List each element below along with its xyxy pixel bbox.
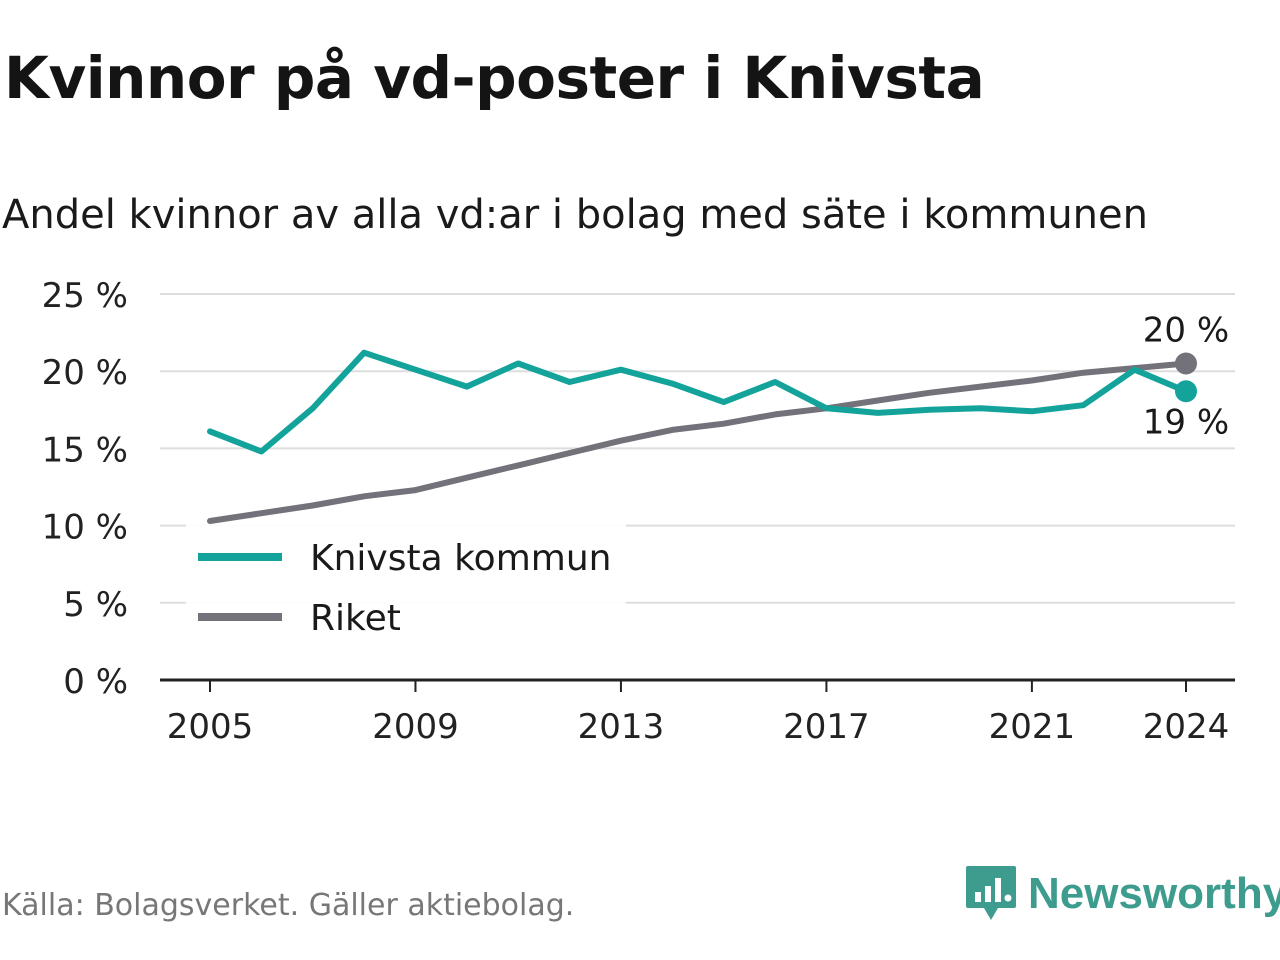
legend-label: Riket [310,598,401,639]
brand-name: Newsworthy [1028,869,1280,918]
legend-background [186,524,626,652]
source-note: Källa: Bolagsverket. Gäller aktiebolag. [2,888,575,923]
x-tick-label: 2005 [167,707,254,747]
legend-label: Knivsta kommun [310,538,611,579]
x-tick-label: 2009 [372,707,459,747]
x-tick-label: 2013 [578,707,665,747]
x-tick-label: 2017 [783,707,870,747]
newsworthy-logo-icon [966,866,1016,920]
y-tick-label: 20 % [42,353,128,393]
y-tick-label: 10 % [42,508,128,548]
end-value-label: 19 % [1143,402,1229,442]
end-marker [1175,380,1197,403]
chart-title: Kvinnor på vd-poster i Knivsta [4,44,985,112]
end-marker [1175,352,1197,375]
series-line-knivsta [207,349,1189,455]
brand-logo: Newsworthy [964,864,1280,924]
x-tick-label: 2021 [989,707,1076,747]
y-tick-label: 5 % [63,585,128,625]
end-value-label: 20 % [1143,310,1229,350]
x-tick-label: 2024 [1143,707,1230,747]
y-tick-label: 25 % [42,276,128,316]
series-line-riket [207,360,1189,524]
chart-subtitle: Andel kvinnor av alla vd:ar i bolag med … [2,192,1148,238]
y-tick-label: 0 % [63,662,128,702]
y-tick-label: 15 % [42,430,128,470]
